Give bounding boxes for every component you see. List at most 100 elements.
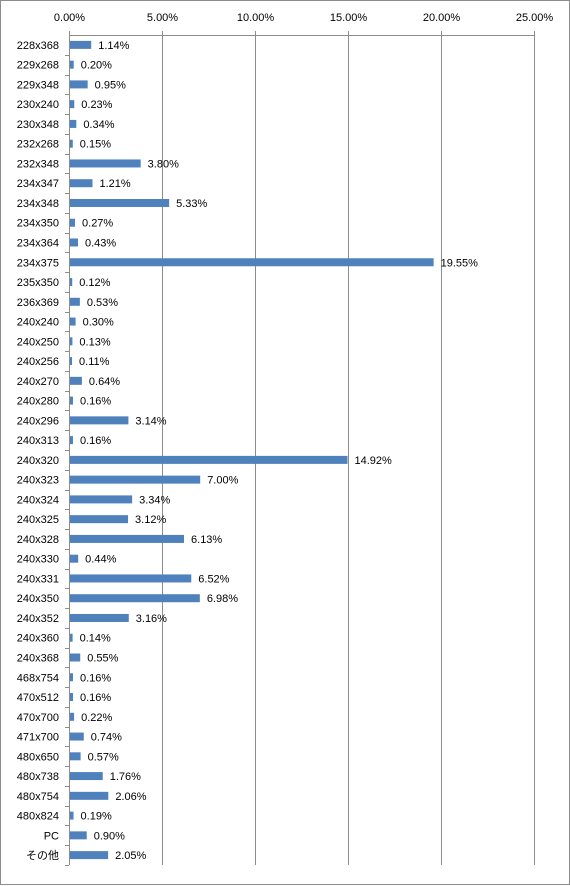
data-label: 0.34% (83, 119, 114, 131)
data-label: 0.43% (85, 238, 116, 250)
data-label: 1.21% (100, 178, 131, 190)
data-label: 0.16% (80, 672, 111, 684)
data-label: 6.98% (207, 593, 238, 605)
data-label: 0.74% (91, 732, 122, 744)
category-label: 234x364 (17, 238, 59, 250)
bar (70, 100, 75, 109)
bar (70, 693, 73, 702)
category-label: 240x270 (17, 376, 59, 388)
category-label: 471x700 (17, 732, 59, 744)
bar (70, 80, 88, 89)
bar (70, 851, 109, 860)
data-label: 0.22% (81, 712, 112, 724)
category-label: 240x350 (17, 593, 59, 605)
x-tick-label: 25.00% (516, 12, 554, 24)
category-label: 468x754 (17, 672, 59, 684)
category-label: 240x330 (17, 554, 59, 566)
category-label: 240x360 (17, 633, 59, 645)
category-label: 230x240 (17, 99, 59, 111)
bar (70, 752, 81, 761)
category-label: 240x296 (17, 415, 59, 427)
category-label: その他 (26, 849, 59, 862)
category-label: PC (44, 830, 59, 842)
bar (70, 119, 77, 128)
data-label: 3.80% (148, 158, 179, 170)
bar (70, 416, 129, 425)
data-label: 6.52% (198, 573, 229, 585)
category-label: 240x250 (17, 336, 59, 348)
data-label: 0.12% (79, 277, 110, 289)
category-label: 229x268 (17, 60, 59, 72)
data-label: 6.13% (191, 534, 222, 546)
data-label: 0.30% (83, 317, 114, 329)
x-tick-label: 5.00% (147, 12, 178, 24)
bar (70, 218, 76, 227)
bar (70, 594, 200, 603)
bar (70, 732, 84, 741)
data-label: 0.44% (85, 554, 116, 566)
category-label: 470x700 (17, 712, 59, 724)
category-label: 480x650 (17, 751, 59, 763)
category-label: 234x350 (17, 218, 59, 230)
data-label: 2.05% (115, 850, 146, 862)
data-label: 0.64% (89, 376, 120, 388)
category-label: 240x323 (17, 475, 59, 487)
category-label: 240x352 (17, 613, 59, 625)
data-label: 0.19% (81, 811, 112, 823)
x-tick-label: 15.00% (330, 12, 368, 24)
x-tick-label: 20.00% (423, 12, 461, 24)
data-label: 3.16% (136, 613, 167, 625)
category-label: 240x313 (17, 435, 59, 447)
data-label: 5.33% (176, 198, 207, 210)
data-label: 7.00% (207, 475, 238, 487)
bar (70, 534, 185, 543)
data-label: 0.15% (80, 139, 111, 151)
bar (70, 613, 129, 622)
bar (70, 574, 192, 583)
data-label: 0.95% (95, 79, 126, 91)
bar (70, 811, 74, 820)
category-label: 232x268 (17, 139, 59, 151)
data-label: 0.20% (81, 60, 112, 72)
data-label: 19.55% (441, 257, 479, 269)
data-label: 0.55% (87, 653, 118, 665)
bar (70, 455, 348, 464)
bar (70, 40, 92, 49)
data-label: 0.16% (80, 692, 111, 704)
bar (70, 376, 82, 385)
category-label: 240x324 (17, 494, 59, 506)
bar (70, 278, 73, 287)
bar (70, 60, 74, 69)
category-label: 234x348 (17, 198, 59, 210)
bar (70, 791, 109, 800)
category-label: 236x369 (17, 297, 59, 309)
bar (70, 653, 81, 662)
data-label: 14.92% (355, 455, 393, 467)
x-tick-label: 0.00% (54, 12, 85, 24)
bar (70, 337, 73, 346)
category-label: 240x325 (17, 514, 59, 526)
data-label: 0.13% (79, 336, 110, 348)
data-label: 0.16% (80, 396, 111, 408)
category-label: 240x368 (17, 653, 59, 665)
category-label: 234x347 (17, 178, 59, 190)
category-label: 240x256 (17, 356, 59, 368)
bar (70, 396, 73, 405)
bar (70, 772, 103, 781)
data-label: 0.57% (88, 751, 119, 763)
bar (70, 712, 75, 721)
category-label: 240x240 (17, 317, 59, 329)
bar (70, 317, 76, 326)
bar (70, 258, 434, 267)
bar (70, 554, 79, 563)
data-label: 0.14% (80, 633, 111, 645)
bar (70, 238, 78, 247)
category-label: 480x738 (17, 771, 59, 783)
data-label: 3.14% (135, 415, 166, 427)
data-label: 0.53% (87, 297, 118, 309)
category-label: 232x348 (17, 158, 59, 170)
data-label: 0.11% (79, 356, 110, 368)
bar (70, 159, 141, 168)
category-label: 228x368 (17, 40, 59, 52)
